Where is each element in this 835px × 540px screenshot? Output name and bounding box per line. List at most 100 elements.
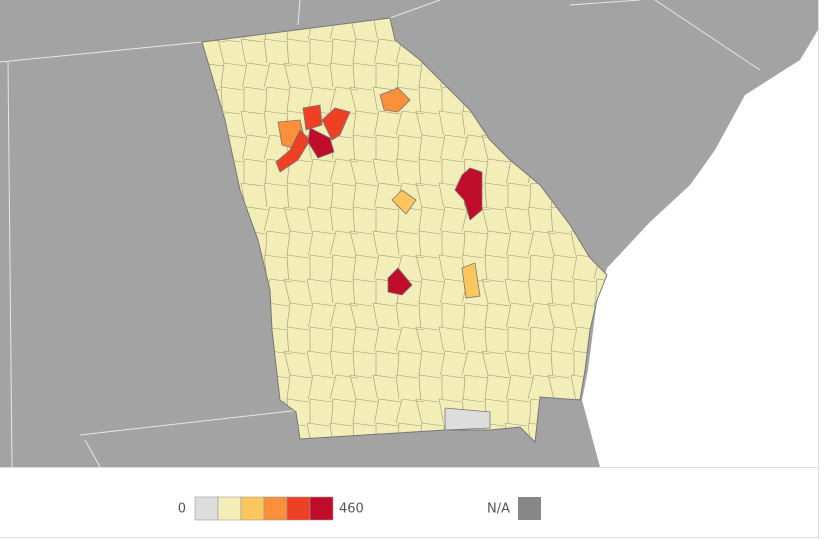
- county-line: [510, 374, 534, 379]
- county-line: [529, 182, 532, 208]
- county-line: [421, 422, 445, 427]
- county-line: [421, 278, 445, 283]
- county-line: [529, 254, 532, 280]
- legend-swatch: [263, 496, 288, 521]
- legend-swatch: [286, 496, 311, 521]
- county-line: [441, 374, 465, 379]
- county-line: [263, 38, 287, 43]
- county-line: [461, 398, 485, 403]
- county: [321, 107, 351, 141]
- county-line: [510, 230, 534, 235]
- county-line: [463, 374, 466, 400]
- county-line: [464, 302, 488, 307]
- county-line: [240, 38, 264, 43]
- county-line: [335, 302, 359, 307]
- county-line: [507, 182, 531, 187]
- county-line: [481, 278, 489, 304]
- county-line: [418, 158, 421, 184]
- county-line: [547, 374, 571, 379]
- county-line: [487, 302, 511, 307]
- county-line: [309, 398, 333, 403]
- county-line: [395, 158, 400, 184]
- county-line: [349, 302, 373, 307]
- county-line: [329, 302, 337, 328]
- county-line: [550, 278, 574, 283]
- county: [444, 407, 491, 431]
- county-line: [306, 62, 312, 88]
- county-line: [306, 206, 312, 232]
- county-line: [395, 86, 419, 91]
- county-line: [438, 254, 444, 280]
- county-line: [378, 182, 402, 187]
- county-line: [352, 422, 376, 427]
- county-line: [438, 326, 462, 331]
- county-line: [395, 326, 403, 352]
- county-line: [504, 278, 510, 304]
- county-line: [306, 62, 330, 67]
- county-line: [355, 110, 379, 115]
- county-line: [484, 326, 508, 331]
- county-line: [331, 38, 334, 64]
- county-line: [352, 350, 376, 355]
- county-line: [374, 110, 380, 136]
- county-line: [355, 326, 379, 331]
- county-line: [352, 206, 376, 211]
- county-line: [220, 86, 244, 91]
- county-line: [375, 350, 399, 355]
- county-line: [352, 38, 357, 64]
- county-line: [533, 302, 557, 307]
- county-line: [395, 398, 403, 424]
- county-line: [335, 86, 359, 91]
- county: [454, 167, 483, 221]
- county-line: [312, 302, 336, 307]
- county-line: [217, 38, 241, 43]
- county-line: [309, 326, 333, 331]
- county-line: [438, 326, 444, 352]
- county-line: [265, 86, 268, 112]
- county-line: [527, 278, 551, 283]
- county-line: [372, 158, 396, 163]
- county-line: [461, 350, 469, 376]
- county-line: [530, 254, 554, 259]
- county-line: [418, 86, 421, 112]
- county-line: [415, 398, 439, 403]
- county-line: [352, 278, 355, 304]
- county-line: [286, 326, 289, 352]
- county-line: [415, 182, 439, 187]
- county-line: [441, 158, 465, 163]
- county-line: [572, 326, 578, 352]
- county-line: [352, 254, 357, 280]
- county-line: [415, 182, 423, 208]
- county-line: [553, 326, 577, 331]
- county-line: [329, 62, 353, 67]
- county-line: [461, 326, 466, 352]
- county-line: [329, 374, 337, 400]
- county-line: [464, 230, 488, 235]
- county-line: [421, 134, 445, 139]
- county-line: [355, 398, 379, 403]
- county-line: [550, 350, 574, 355]
- county-line: [530, 326, 554, 331]
- county-line: [527, 374, 535, 400]
- county-line: [550, 278, 553, 304]
- county-line: [349, 230, 373, 235]
- county-line: [401, 398, 425, 403]
- county-line: [467, 134, 491, 139]
- county-line: [461, 326, 485, 331]
- county-line: [269, 206, 293, 211]
- county-line: [352, 278, 376, 283]
- county-line: [263, 62, 271, 88]
- county-line: [309, 38, 333, 43]
- county: [307, 127, 335, 159]
- county-line: [375, 62, 399, 67]
- county-line: [415, 326, 439, 331]
- county-line: [286, 86, 291, 112]
- county-line: [331, 182, 334, 208]
- county-line: [444, 278, 468, 283]
- county-line: [374, 254, 380, 280]
- county-line: [352, 422, 355, 442]
- county-line: [441, 230, 465, 235]
- county-line: [329, 62, 334, 88]
- county-line: [481, 278, 505, 283]
